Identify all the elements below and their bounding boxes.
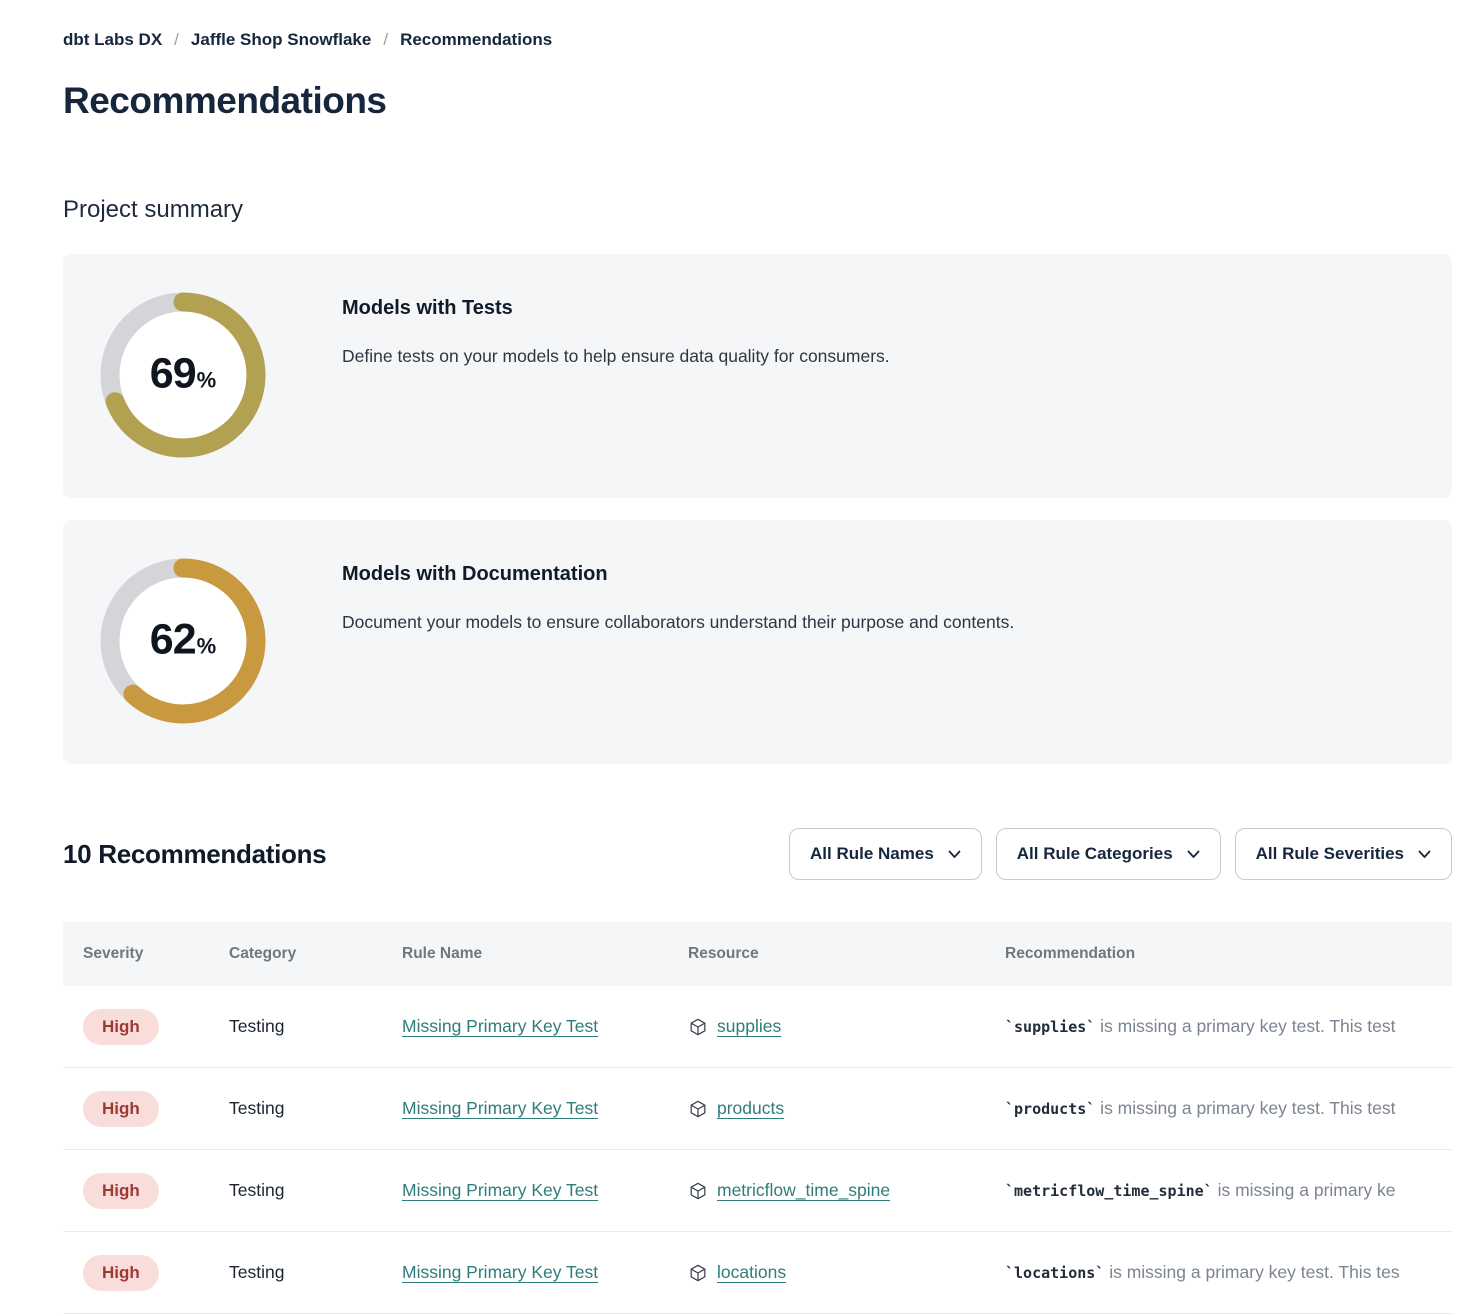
filters: All Rule Names All Rule Categories All R…	[789, 828, 1452, 880]
chevron-down-icon	[948, 850, 961, 859]
column-header-recommendation: Recommendation	[1005, 945, 1136, 962]
page-title: Recommendations	[63, 80, 387, 121]
category-cell: Testing	[229, 1180, 285, 1200]
percent-sign: %	[196, 367, 217, 393]
resource-link[interactable]: products	[717, 1098, 785, 1118]
recommendation-code: `locations`	[1005, 1264, 1105, 1282]
card-description: Document your models to ensure collabora…	[342, 612, 1015, 632]
breadcrumb-separator: /	[174, 30, 179, 49]
rule-name-cell: Missing Primary Key Test	[382, 1016, 668, 1037]
category-cell: Testing	[229, 1098, 285, 1118]
table-header: Severity Category Rule Name Resource Rec…	[63, 922, 1452, 986]
tests-coverage-donut-chart: 69 %	[100, 292, 266, 458]
filter-label: All Rule Names	[810, 844, 934, 863]
severity-badge: High	[83, 1254, 159, 1291]
recommendation-cell: `metricflow_time_spine` is missing a pri…	[985, 1180, 1452, 1201]
column-header-resource: Resource	[688, 945, 759, 962]
breadcrumb-item-current: Recommendations	[400, 30, 553, 49]
recommendation-code: `supplies`	[1005, 1018, 1096, 1036]
rule-name-cell: Missing Primary Key Test	[382, 1098, 668, 1119]
tests-percent-value: 69	[149, 349, 197, 398]
severity-badge: High	[83, 1172, 159, 1209]
resource-cell: products	[668, 1098, 985, 1119]
summary-card-models-with-documentation: 62 % Models with Documentation Document …	[63, 520, 1452, 764]
resource-link[interactable]: metricflow_time_spine	[717, 1180, 891, 1200]
documentation-coverage-donut-chart: 62 %	[100, 558, 266, 724]
recommendation-cell: `supplies` is missing a primary key test…	[985, 1016, 1452, 1037]
recommendation-text: is missing a primary key test. This test	[1095, 1098, 1396, 1118]
recommendation-cell: `products` is missing a primary key test…	[985, 1098, 1452, 1119]
column-header-rule-name: Rule Name	[402, 945, 483, 962]
breadcrumb-item-environment[interactable]: Jaffle Shop Snowflake	[190, 30, 372, 49]
chevron-down-icon	[1187, 850, 1200, 859]
severity-cell: High	[63, 1254, 209, 1291]
resource-cell: locations	[668, 1262, 985, 1283]
documentation-percent-value: 62	[149, 615, 197, 664]
project-summary-heading: Project summary	[63, 196, 244, 223]
rule-name-cell: Missing Primary Key Test	[382, 1262, 668, 1283]
severity-cell: High	[63, 1172, 209, 1209]
table-row: High Testing Missing Primary Key Test me…	[63, 1150, 1452, 1232]
table-row: High Testing Missing Primary Key Test su…	[63, 986, 1452, 1068]
percent-sign: %	[196, 633, 217, 659]
breadcrumb: dbt Labs DX / Jaffle Shop Snowflake / Re…	[63, 30, 1452, 50]
column-header-severity: Severity	[83, 945, 144, 962]
rule-name-cell: Missing Primary Key Test	[382, 1180, 668, 1201]
severity-badge: High	[83, 1008, 159, 1045]
recommendations-table: Severity Category Rule Name Resource Rec…	[63, 922, 1452, 1314]
category-cell: Testing	[229, 1016, 285, 1036]
recommendation-code: `metricflow_time_spine`	[1005, 1182, 1213, 1200]
model-cube-icon	[688, 1017, 708, 1037]
rule-names-filter-dropdown[interactable]: All Rule Names	[789, 828, 982, 880]
recommendation-code: `products`	[1005, 1100, 1096, 1118]
rule-name-link[interactable]: Missing Primary Key Test	[402, 1016, 599, 1036]
rule-categories-filter-dropdown[interactable]: All Rule Categories	[995, 828, 1221, 880]
filter-label: All Rule Categories	[1016, 844, 1173, 863]
severity-badge: High	[83, 1090, 159, 1127]
recommendation-text: is missing a primary ke	[1212, 1180, 1396, 1200]
model-cube-icon	[688, 1181, 708, 1201]
rule-name-link[interactable]: Missing Primary Key Test	[402, 1098, 599, 1118]
table-row: High Testing Missing Primary Key Test lo…	[63, 1232, 1452, 1314]
rule-name-link[interactable]: Missing Primary Key Test	[402, 1262, 599, 1282]
column-header-category: Category	[229, 945, 297, 962]
resource-link[interactable]: supplies	[717, 1016, 782, 1036]
card-title: Models with Tests	[342, 297, 513, 319]
table-row: High Testing Missing Primary Key Test pr…	[63, 1068, 1452, 1150]
resource-cell: supplies	[668, 1016, 985, 1037]
filter-label: All Rule Severities	[1255, 844, 1404, 863]
rule-name-link[interactable]: Missing Primary Key Test	[402, 1180, 599, 1200]
card-title: Models with Documentation	[342, 563, 608, 585]
recommendation-cell: `locations` is missing a primary key tes…	[985, 1262, 1452, 1283]
recommendation-text: is missing a primary key test. This test	[1095, 1016, 1396, 1036]
resource-cell: metricflow_time_spine	[668, 1180, 985, 1201]
breadcrumb-separator: /	[383, 30, 389, 49]
summary-card-models-with-tests: 69 % Models with Tests Define tests on y…	[63, 254, 1452, 498]
model-cube-icon	[688, 1263, 708, 1283]
severity-cell: High	[63, 1090, 209, 1127]
recommendation-text: is missing a primary key test. This tes	[1104, 1262, 1400, 1282]
breadcrumb-item-project[interactable]: dbt Labs DX	[63, 30, 163, 49]
rule-severities-filter-dropdown[interactable]: All Rule Severities	[1234, 828, 1452, 880]
category-cell: Testing	[229, 1262, 285, 1282]
recommendations-count-heading: 10 Recommendations	[63, 838, 327, 869]
severity-cell: High	[63, 1008, 209, 1045]
model-cube-icon	[688, 1099, 708, 1119]
card-description: Define tests on your models to help ensu…	[342, 346, 890, 366]
chevron-down-icon	[1418, 850, 1431, 859]
resource-link[interactable]: locations	[717, 1262, 787, 1282]
